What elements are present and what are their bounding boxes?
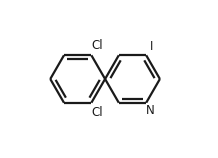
- Text: I: I: [150, 40, 153, 53]
- Text: Cl: Cl: [91, 39, 103, 52]
- Text: N: N: [146, 104, 155, 117]
- Text: Cl: Cl: [91, 106, 103, 119]
